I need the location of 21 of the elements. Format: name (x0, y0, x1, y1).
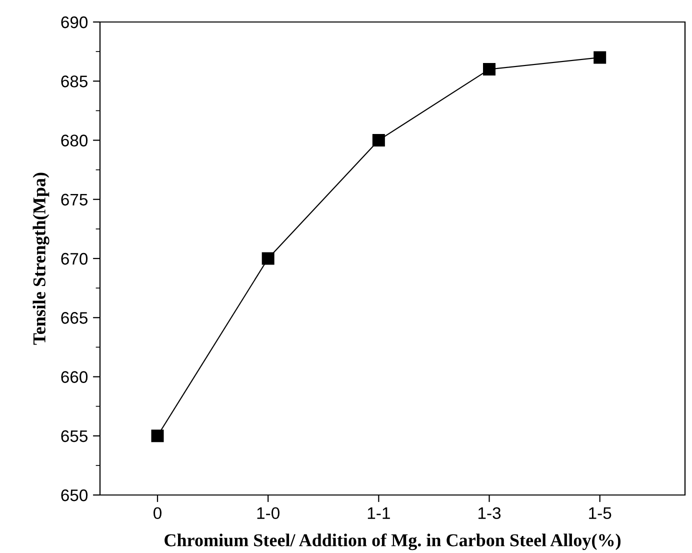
y-tick-label: 685 (61, 76, 88, 88)
point (372, 134, 385, 146)
x-axis-title: Chromium Steel/ Addition of Mg. in Carbon Steel Alloy(%) (164, 533, 621, 550)
x-tick-label: 1-3 (478, 507, 501, 520)
point (594, 51, 606, 64)
x-tick-label: 1-5 (589, 507, 612, 520)
y-tick-label: 650 (61, 489, 88, 502)
y-tick-label: 690 (61, 16, 88, 28)
point (483, 63, 496, 76)
y-tick-label: 660 (61, 371, 88, 383)
y-axis-title: Tensile Strength(Mpa) (32, 172, 50, 345)
y-tick-label: 670 (61, 252, 88, 265)
x-tick-label: 1-0 (257, 507, 280, 520)
y-tick-label: 680 (61, 134, 88, 146)
x-tick-label: 1-1 (368, 507, 390, 519)
y-tick-label: 655 (61, 430, 88, 442)
y-tick-label: 675 (61, 194, 88, 206)
y-tick-label: 665 (61, 312, 88, 324)
point (262, 252, 274, 265)
point (151, 430, 164, 442)
x-tick-label: 0 (154, 507, 162, 520)
